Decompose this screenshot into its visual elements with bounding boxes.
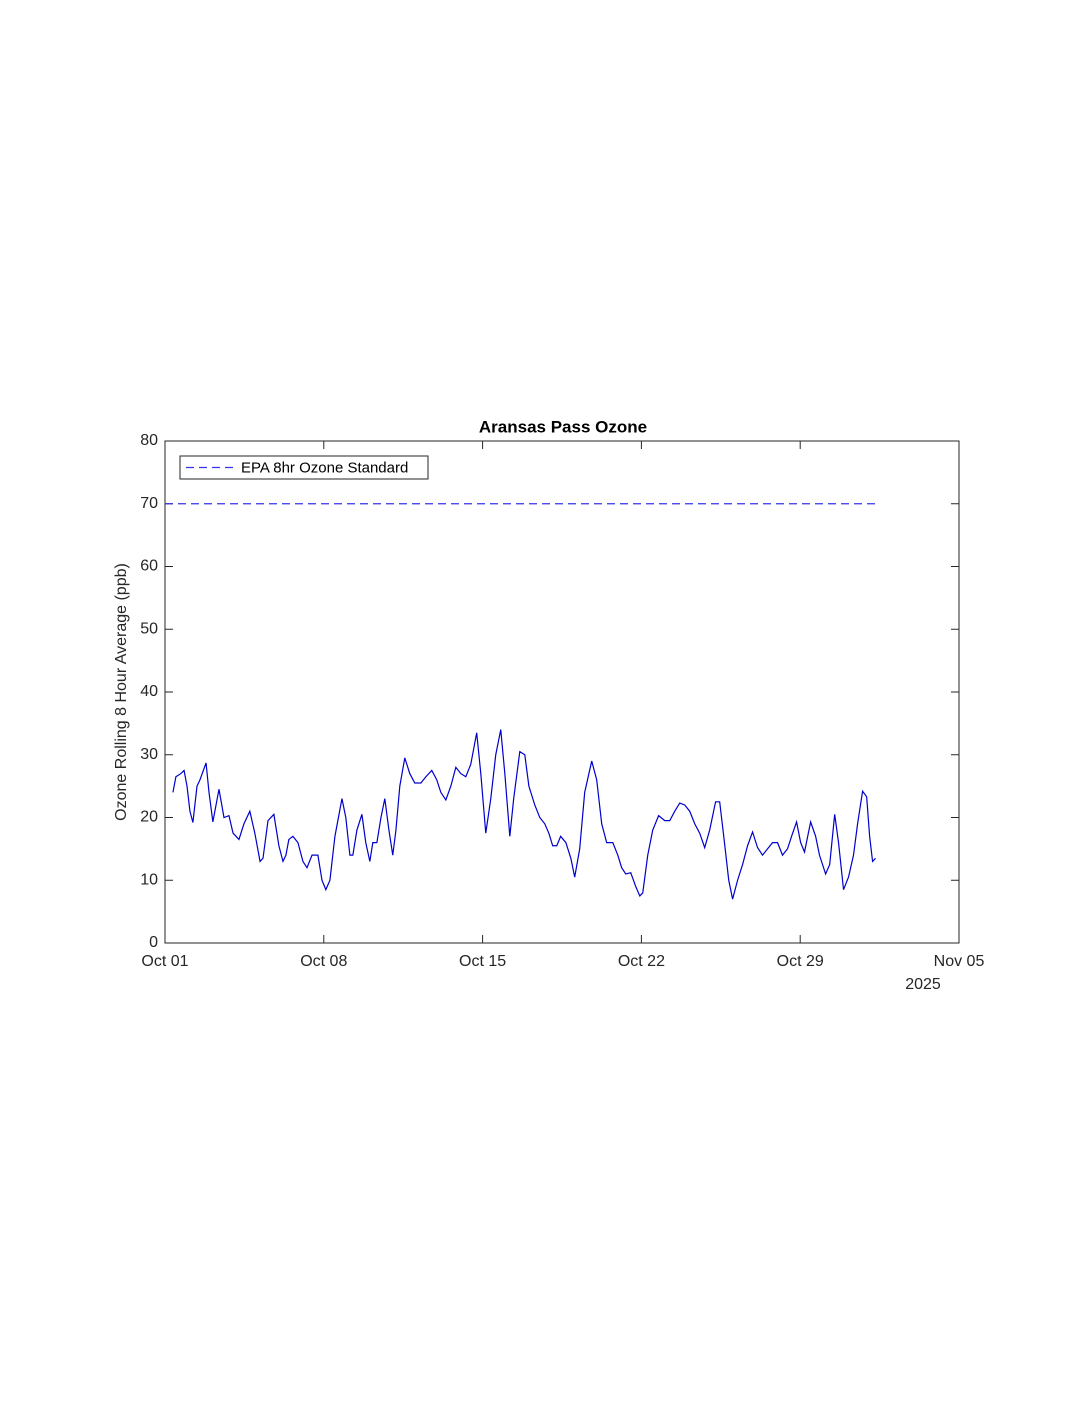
series-line — [172, 729, 876, 900]
chart-title: Aransas Pass Ozone — [479, 417, 647, 436]
y-tick-label: 50 — [140, 620, 158, 637]
x-tick-label: Oct 08 — [300, 953, 347, 970]
plot-frame — [164, 440, 960, 944]
x-tick-label: Oct 15 — [459, 953, 506, 970]
x-tick-label: Oct 29 — [777, 953, 824, 970]
x-tick-label: Oct 01 — [141, 953, 188, 970]
y-tick-label: 30 — [140, 746, 158, 763]
legend-box — [179, 455, 429, 480]
y-tick-label: 20 — [140, 809, 158, 826]
y-tick-label: 60 — [140, 558, 158, 575]
legend-label: EPA 8hr Ozone Standard — [241, 459, 408, 476]
x-tick-label: Nov 05 — [934, 953, 985, 970]
y-tick-label: 40 — [140, 683, 158, 700]
y-tick-label: 10 — [140, 871, 158, 888]
y-tick-label: 0 — [149, 934, 158, 951]
x-secondary-label: 2025 — [905, 976, 941, 993]
y-axis-label: Ozone Rolling 8 Hour Average (ppb) — [113, 563, 130, 821]
x-tick-label: Oct 22 — [618, 953, 665, 970]
y-tick-label: 80 — [140, 432, 158, 449]
y-tick-label: 70 — [140, 495, 158, 512]
